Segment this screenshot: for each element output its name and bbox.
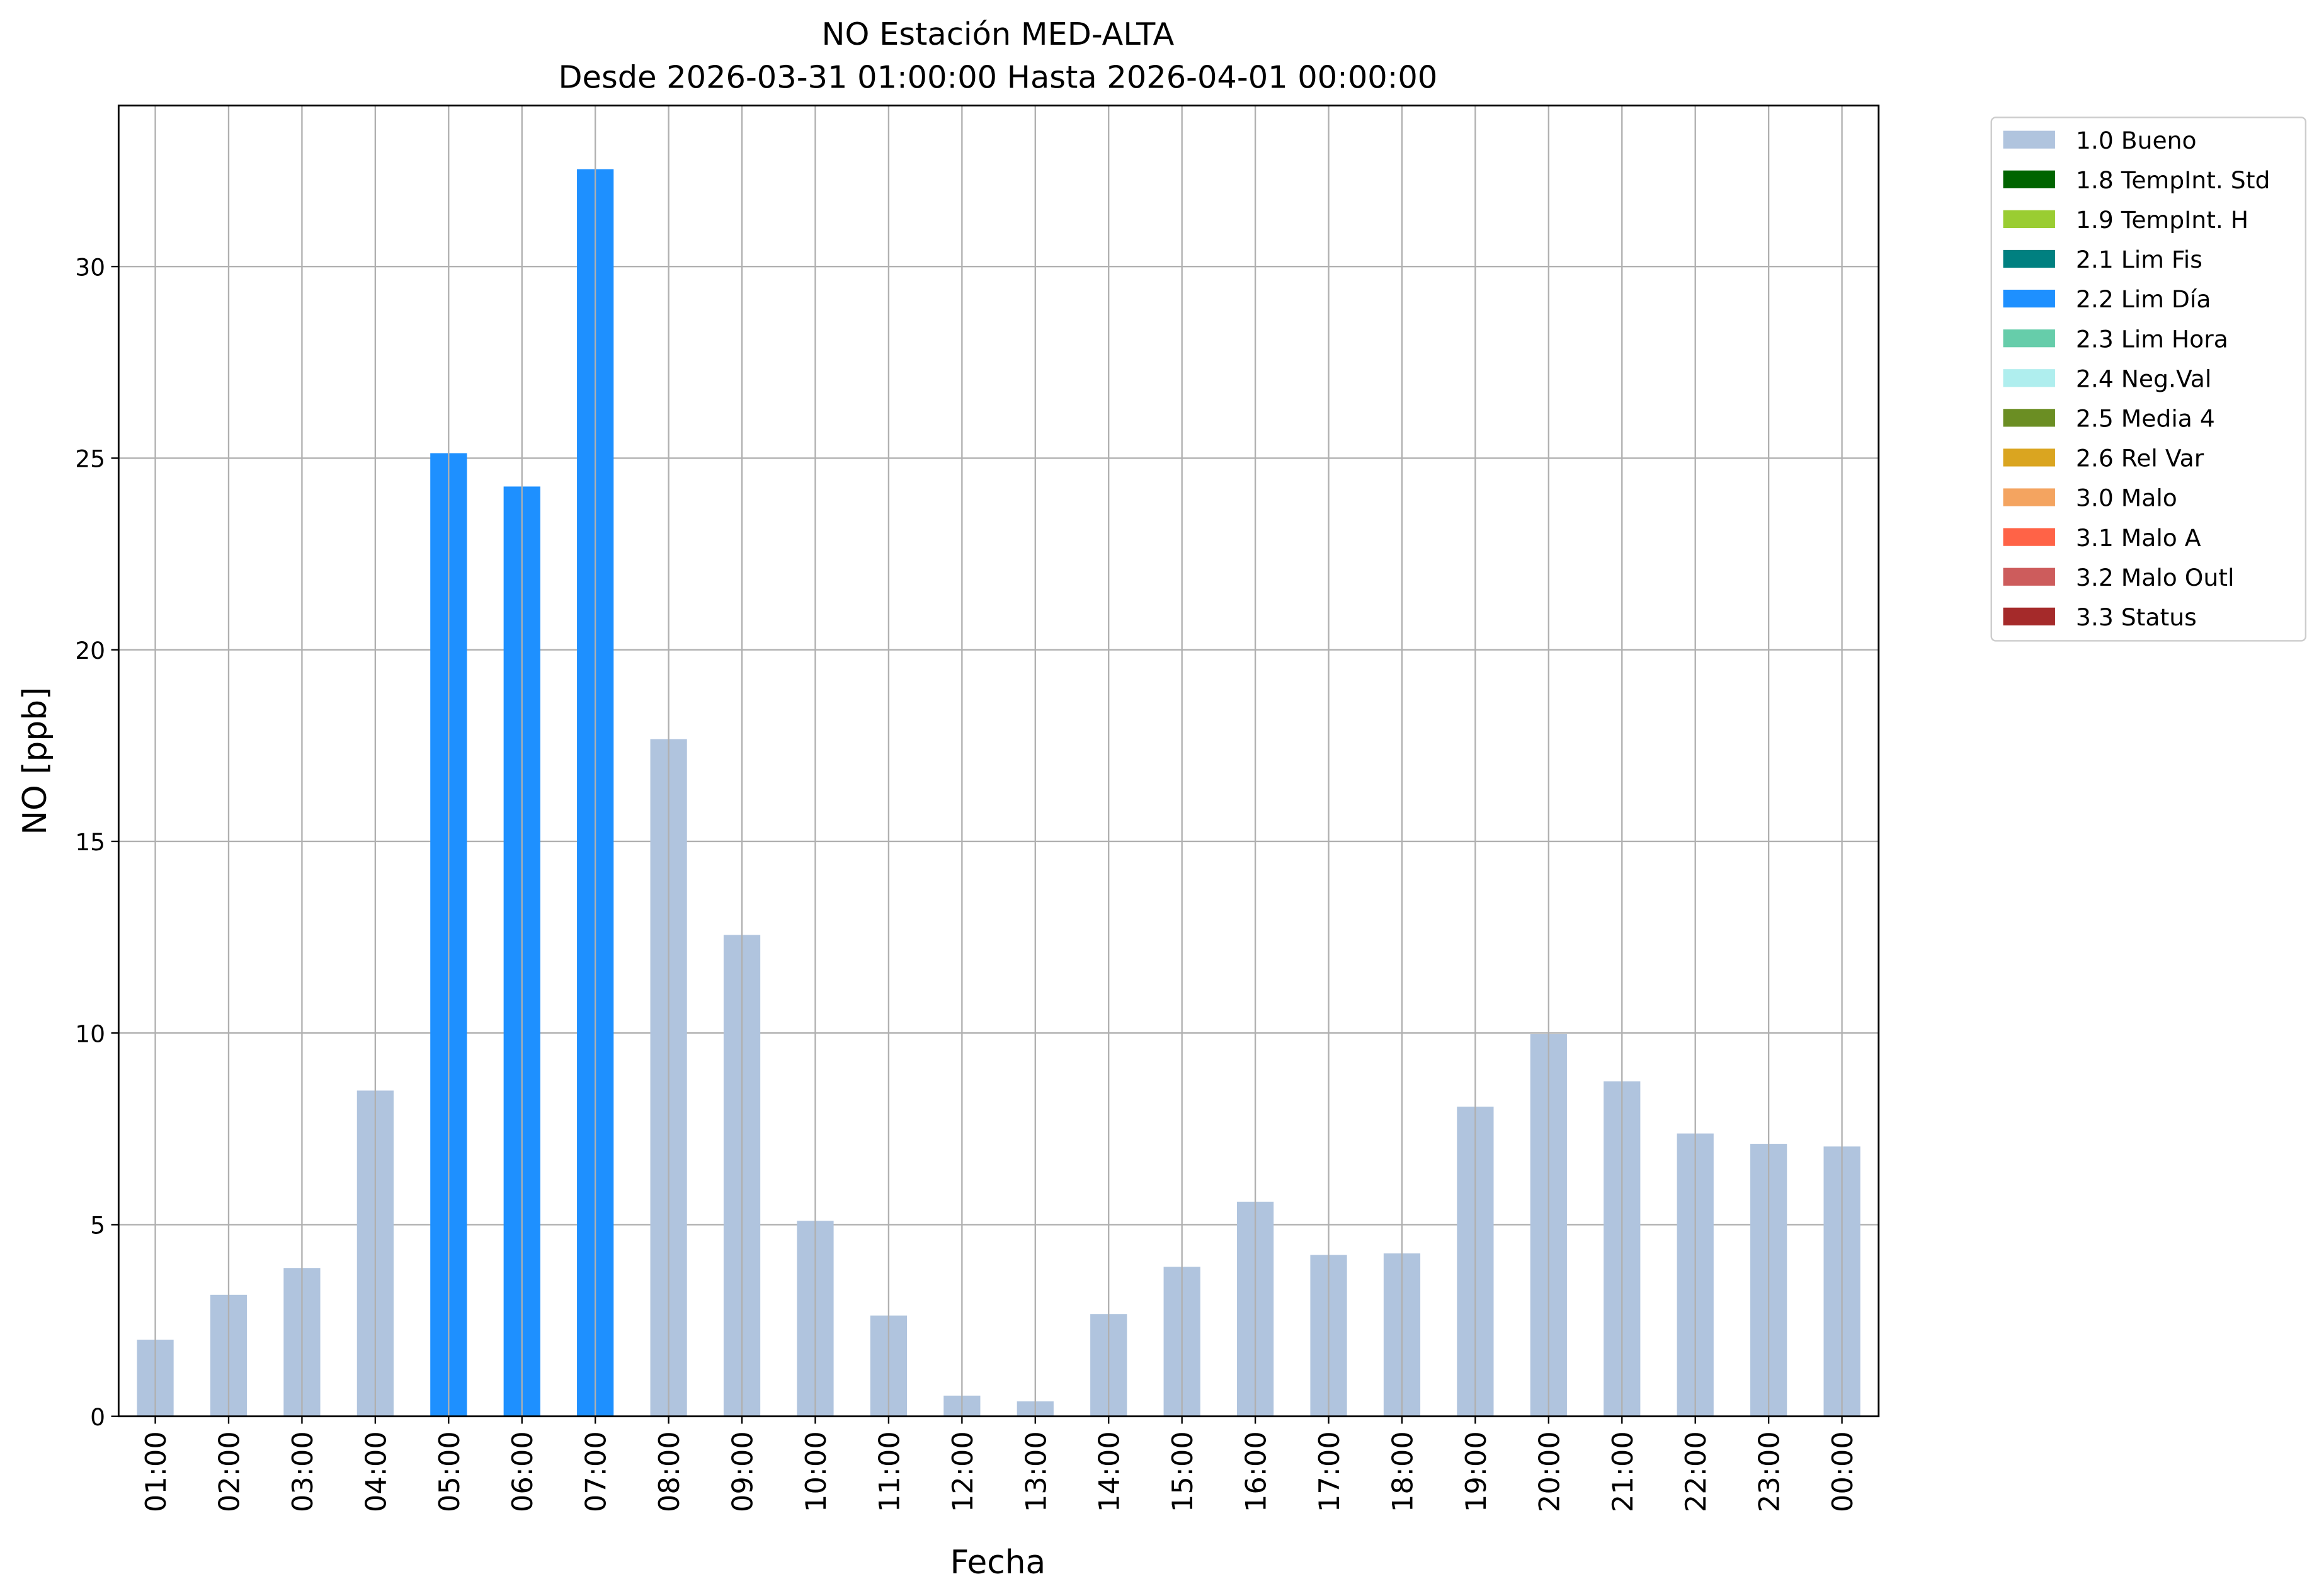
legend-swatch bbox=[2003, 170, 2055, 188]
legend-swatch bbox=[2003, 567, 2055, 586]
x-tick-label: 06:00 bbox=[506, 1431, 539, 1512]
legend-swatch bbox=[2003, 488, 2055, 506]
legend-label: 2.4 Neg.Val bbox=[2076, 365, 2211, 392]
legend-swatch bbox=[2003, 448, 2055, 467]
chart-title: NO Estación MED-ALTA bbox=[822, 16, 1175, 52]
legend: 1.0 Bueno 1.8 TempInt. Std 1.9 TempInt. H 2… bbox=[1990, 117, 2306, 642]
x-tick-label: 21:00 bbox=[1606, 1431, 1639, 1512]
x-tick-label: 01:00 bbox=[139, 1431, 173, 1512]
x-tick-label: 05:00 bbox=[433, 1431, 466, 1512]
x-tick-label: 12:00 bbox=[946, 1431, 979, 1512]
y-tick-label: 30 bbox=[75, 253, 105, 281]
legend-swatch bbox=[2003, 210, 2055, 229]
x-tick-label: 15:00 bbox=[1166, 1431, 1199, 1512]
y-axis-label: NO [ppb] bbox=[16, 687, 54, 835]
legend-label: 3.1 Malo A bbox=[2076, 524, 2201, 552]
x-tick-label: 03:00 bbox=[286, 1431, 319, 1512]
x-tick-label: 19:00 bbox=[1459, 1431, 1493, 1512]
x-tick-label: 08:00 bbox=[652, 1431, 686, 1512]
x-tick-label: 16:00 bbox=[1239, 1431, 1273, 1512]
plot-frame bbox=[117, 105, 1880, 1418]
bars bbox=[137, 105, 1860, 1416]
x-tick-label: 20:00 bbox=[1532, 1431, 1566, 1512]
legend-swatch bbox=[2003, 289, 2055, 308]
legend-label: 1.8 TempInt. Std bbox=[2076, 166, 2270, 194]
x-tick-label: 22:00 bbox=[1679, 1431, 1712, 1512]
x-tick-label: 18:00 bbox=[1386, 1431, 1419, 1512]
y-tick-label: 10 bbox=[75, 1020, 105, 1047]
legend-label: 1.9 TempInt. H bbox=[2076, 206, 2248, 234]
legend-label: 3.3 Status bbox=[2076, 603, 2197, 631]
legend-swatch bbox=[2003, 528, 2055, 546]
legend-label: 2.1 Lim Fis bbox=[2076, 246, 2202, 273]
x-tick-label: 04:00 bbox=[359, 1431, 392, 1512]
x-axis-label: Fecha bbox=[950, 1544, 1046, 1582]
legend-label: 1.0 Bueno bbox=[2076, 127, 2197, 154]
x-tick-label: 23:00 bbox=[1753, 1431, 1786, 1512]
y-tick-label: 0 bbox=[90, 1403, 105, 1431]
legend-swatch bbox=[2003, 607, 2055, 625]
x-axis: 01:00 02:00 03:00 04:00 05:00 06:00 07:00 08:00… bbox=[139, 1416, 1859, 1512]
legend-label: 2.2 Lim Día bbox=[2076, 285, 2211, 313]
legend-swatch bbox=[2003, 329, 2055, 348]
x-tick-label: 09:00 bbox=[726, 1431, 760, 1512]
legend-label: 2.5 Media 4 bbox=[2076, 405, 2215, 433]
chart-subtitle: Desde 2026-03-31 01:00:00 Hasta 2026-04-… bbox=[559, 59, 1438, 95]
x-tick-label: 17:00 bbox=[1313, 1431, 1346, 1512]
grid bbox=[118, 265, 1879, 1417]
legend-swatch bbox=[2003, 369, 2055, 387]
y-axis: 0 5 10 15 20 25 30 bbox=[75, 253, 119, 1431]
x-tick-label: 07:00 bbox=[579, 1431, 613, 1512]
x-tick-label: 00:00 bbox=[1826, 1431, 1859, 1512]
legend-label: 2.6 Rel Var bbox=[2076, 445, 2204, 472]
x-tick-label: 14:00 bbox=[1093, 1431, 1126, 1512]
y-tick-label: 25 bbox=[75, 445, 105, 473]
legend-swatch bbox=[2003, 130, 2055, 149]
x-tick-label: 11:00 bbox=[872, 1431, 906, 1512]
x-tick-label: 13:00 bbox=[1019, 1431, 1052, 1512]
legend-label: 3.2 Malo Outl bbox=[2076, 564, 2235, 591]
legend-swatch bbox=[2003, 249, 2055, 268]
legend-swatch bbox=[2003, 409, 2055, 427]
legend-label: 2.3 Lim Hora bbox=[2076, 325, 2228, 353]
x-tick-label: 02:00 bbox=[212, 1431, 246, 1512]
legend-label: 3.0 Malo bbox=[2076, 484, 2177, 512]
y-tick-label: 20 bbox=[75, 637, 105, 664]
x-tick-label: 10:00 bbox=[799, 1431, 833, 1512]
y-tick-label: 15 bbox=[75, 828, 105, 856]
y-tick-label: 5 bbox=[90, 1212, 105, 1240]
